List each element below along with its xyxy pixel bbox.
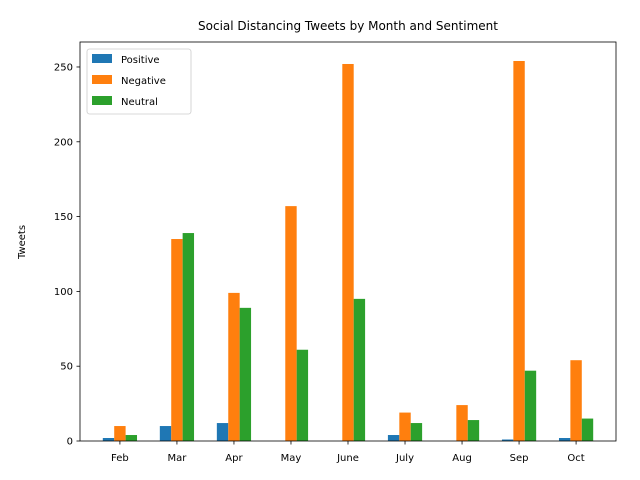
y-tick-label: 0	[67, 437, 73, 448]
legend-swatch-neutral	[92, 96, 112, 105]
bar-neutral-aug	[467, 420, 480, 441]
x-ticks-group: Feb Mar Apr May June July Aug Sep Oct	[111, 441, 585, 464]
bar-negative-apr	[228, 292, 240, 441]
y-tick-label: 150	[54, 212, 73, 223]
bar-negative-may	[285, 206, 297, 441]
legend: Positive Negative Neutral	[86, 48, 192, 115]
x-tick-label: June	[336, 453, 359, 464]
y-tick-label: 200	[54, 137, 73, 148]
x-tick-label: May	[281, 453, 302, 464]
bar-positive-mar	[159, 426, 172, 441]
bar-neutral-may	[296, 349, 309, 441]
bar-negative-june	[342, 63, 354, 442]
bar-positive-oct	[558, 438, 571, 441]
bar-positive-july	[387, 435, 400, 441]
bar-negative-july	[399, 412, 411, 441]
x-tick-label: July	[395, 453, 414, 464]
legend-label-negative: Negative	[121, 76, 166, 87]
legend-swatch-positive	[92, 54, 112, 63]
legend-label-positive: Positive	[121, 55, 160, 66]
y-axis-title: Tweets	[17, 225, 28, 260]
bar-positive-feb	[102, 438, 115, 441]
bar-neutral-feb	[125, 435, 138, 441]
bar-negative-aug	[456, 405, 468, 441]
x-tick-label: Aug	[452, 453, 472, 464]
bar-neutral-june	[353, 298, 366, 441]
bar-negative-feb	[114, 426, 126, 441]
bar-negative-mar	[171, 239, 183, 441]
y-tick-label: 50	[60, 362, 73, 373]
bars-group	[102, 61, 594, 442]
bar-neutral-oct	[581, 418, 594, 441]
x-tick-label: Feb	[111, 453, 129, 464]
y-tick-label: 250	[54, 62, 73, 73]
bar-neutral-mar	[182, 233, 195, 441]
bar-positive-sep	[501, 439, 514, 441]
bar-negative-oct	[570, 360, 582, 441]
bar-negative-sep	[513, 61, 525, 441]
plot-frame	[79, 41, 617, 442]
legend-label-neutral: Neutral	[121, 97, 158, 108]
bar-positive-apr	[216, 423, 229, 441]
y-tick-label: 100	[54, 287, 73, 298]
legend-swatch-negative	[92, 75, 112, 84]
x-tick-label: Sep	[510, 453, 529, 464]
chart-title: Social Distancing Tweets by Month and Se…	[198, 19, 498, 33]
bar-neutral-apr	[239, 307, 252, 441]
x-tick-label: Apr	[225, 453, 243, 464]
x-tick-label: Oct	[567, 453, 584, 464]
x-tick-label: Mar	[167, 453, 187, 464]
y-ticks-group: 0 50 100 150 200 250	[54, 62, 80, 448]
legend-box	[86, 48, 192, 115]
bar-neutral-july	[410, 423, 423, 441]
bar-neutral-sep	[524, 370, 537, 441]
